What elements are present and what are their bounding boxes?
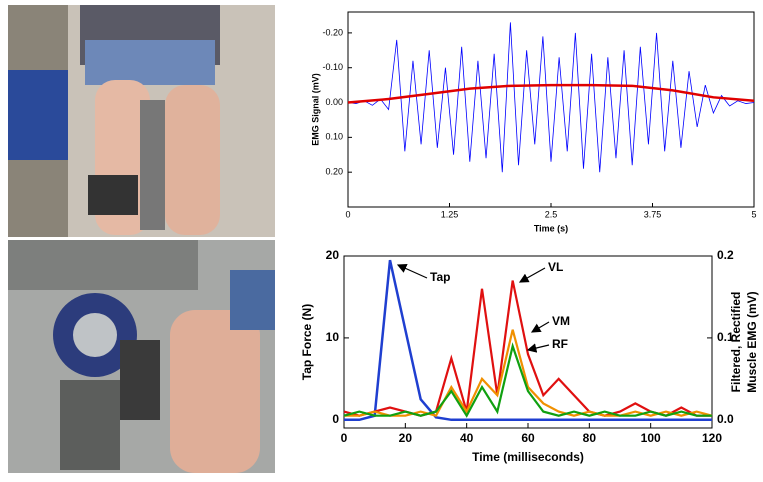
y-tick-label: 0 — [332, 412, 339, 426]
x-tick-label: 3.75 — [644, 209, 662, 219]
x-axis-label: Time (s) — [534, 223, 568, 233]
annotation-arrow — [396, 264, 428, 279]
y2-tick-label: 0.0 — [717, 412, 734, 426]
y-tick-label: 20 — [326, 248, 340, 262]
x-tick-label: 2.5 — [545, 209, 558, 219]
y-tick-label: 0.10 — [325, 132, 343, 142]
y-tick-label: 0.00 — [325, 97, 343, 107]
y2-axis-label: Muscle EMG (mV) — [745, 291, 759, 392]
y-tick-label: -0.10 — [322, 62, 343, 72]
x-tick-label: 120 — [702, 431, 722, 445]
y2-tick-label: 0.1 — [717, 330, 734, 344]
y-axis-label: Tap Force (N) — [300, 304, 314, 380]
y-tick-label: 10 — [326, 330, 340, 344]
x-tick-label: 0 — [345, 209, 350, 219]
series-line — [343, 342, 712, 418]
y-tick-label: 0.20 — [325, 167, 343, 177]
annotation-arrow — [530, 321, 550, 333]
annotation: Tap — [430, 270, 450, 284]
x-tick-label: 100 — [641, 431, 661, 445]
annotation: VL — [548, 260, 563, 274]
annotation-arrow — [526, 343, 550, 353]
photo-device — [8, 240, 275, 473]
plot-frame — [343, 255, 713, 429]
series-line — [347, 83, 755, 104]
photo-leg-setup — [8, 5, 275, 237]
x-tick-label: 80 — [583, 431, 597, 445]
x-tick-label: 60 — [521, 431, 535, 445]
series-line — [347, 22, 755, 173]
y2-axis-label: Filtered, Rectified — [729, 292, 743, 393]
annotation-arrow — [518, 267, 546, 283]
x-tick-label: 0 — [341, 431, 348, 445]
x-tick-label: 40 — [460, 431, 474, 445]
x-axis-label: Time (milliseconds) — [472, 450, 584, 464]
annotation: VM — [552, 314, 570, 328]
series-line — [344, 329, 713, 417]
x-tick-label: 20 — [399, 431, 413, 445]
y-tick-label: -0.20 — [322, 27, 343, 37]
x-tick-label: 1.25 — [441, 209, 459, 219]
y-axis-label: EMG Signal (mV) — [310, 73, 320, 146]
x-tick-label: 5 — [751, 209, 756, 219]
series-line — [344, 259, 712, 422]
y2-tick-label: 0.2 — [717, 248, 734, 262]
annotation: RF — [552, 337, 568, 351]
